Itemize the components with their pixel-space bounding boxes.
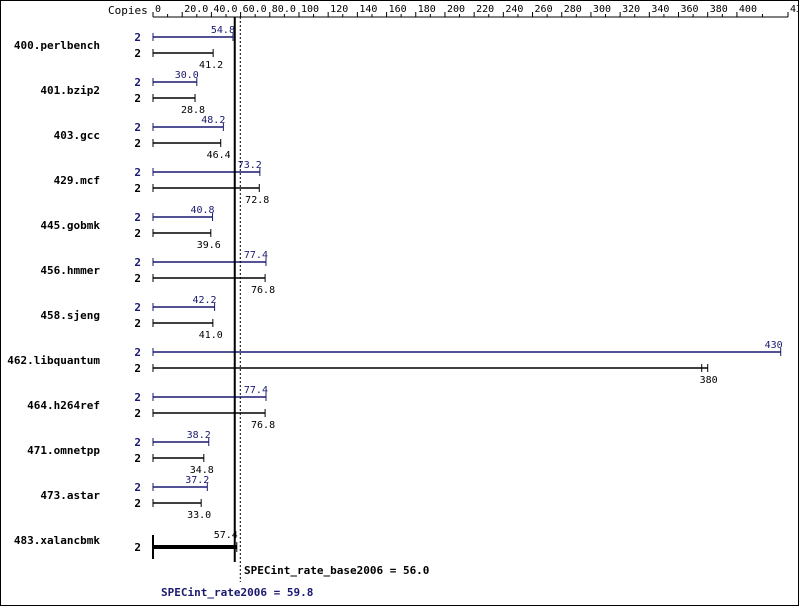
base-value-label: 41.0 bbox=[199, 330, 223, 341]
base-copies: 2 bbox=[134, 47, 141, 60]
peak-copies: 2 bbox=[134, 481, 141, 494]
peak-copies: 2 bbox=[134, 211, 141, 224]
x-tick-label: 100 bbox=[301, 4, 319, 15]
base-copies: 2 bbox=[134, 541, 141, 554]
base-value-label: 380 bbox=[700, 375, 718, 386]
base-copies: 2 bbox=[134, 497, 141, 510]
peak-copies: 2 bbox=[134, 346, 141, 359]
base-value-label: 28.8 bbox=[181, 105, 205, 116]
benchmark-label: 473.astar bbox=[40, 489, 100, 502]
x-tick-label: 180 bbox=[418, 4, 436, 15]
base-copies: 2 bbox=[134, 272, 141, 285]
base-copies: 2 bbox=[134, 452, 141, 465]
x-tick-label: 340 bbox=[651, 4, 669, 15]
base-copies: 2 bbox=[134, 227, 141, 240]
peak-copies: 2 bbox=[134, 436, 141, 449]
peak-value-label: 430 bbox=[765, 340, 783, 351]
peak-summary-label: SPECint_rate2006 = 59.8 bbox=[161, 586, 313, 599]
base-value-label: 76.8 bbox=[251, 285, 275, 296]
x-tick-label: 40.0 bbox=[213, 4, 237, 15]
peak-value-label: 48.2 bbox=[201, 115, 225, 126]
x-tick-label: 0 bbox=[155, 4, 161, 15]
peak-value-label: 77.4 bbox=[244, 385, 268, 396]
base-value-label: 57.4 bbox=[214, 530, 238, 541]
copies-axis-title: Copies bbox=[108, 4, 148, 17]
x-tick-label: 20.0 bbox=[184, 4, 208, 15]
x-tick-label: 260 bbox=[535, 4, 553, 15]
benchmark-label: 403.gcc bbox=[54, 129, 100, 142]
base-value-label: 72.8 bbox=[245, 195, 269, 206]
benchmark-label: 400.perlbench bbox=[14, 39, 100, 52]
peak-value-label: 54.8 bbox=[211, 25, 235, 36]
x-tick-label: 400 bbox=[739, 4, 757, 15]
base-copies: 2 bbox=[134, 137, 141, 150]
peak-value-label: 77.4 bbox=[244, 250, 268, 261]
peak-value-label: 42.2 bbox=[193, 295, 217, 306]
base-copies: 2 bbox=[134, 317, 141, 330]
x-tick-label: 435 bbox=[790, 4, 799, 15]
benchmark-label: 401.bzip2 bbox=[40, 84, 100, 97]
x-tick-label: 60.0 bbox=[243, 4, 267, 15]
x-tick-label: 280 bbox=[564, 4, 582, 15]
peak-value-label: 30.0 bbox=[175, 70, 199, 81]
base-value-label: 39.6 bbox=[197, 240, 221, 251]
x-tick-label: 240 bbox=[505, 4, 523, 15]
x-tick-label: 200 bbox=[447, 4, 465, 15]
x-tick-label: 80.0 bbox=[272, 4, 296, 15]
x-tick-label: 300 bbox=[593, 4, 611, 15]
benchmark-label: 464.h264ref bbox=[27, 399, 100, 412]
peak-value-label: 37.2 bbox=[185, 475, 209, 486]
x-tick-label: 320 bbox=[622, 4, 640, 15]
x-tick-label: 360 bbox=[681, 4, 699, 15]
peak-copies: 2 bbox=[134, 31, 141, 44]
benchmark-label: 429.mcf bbox=[54, 174, 100, 187]
peak-copies: 2 bbox=[134, 166, 141, 179]
base-copies: 2 bbox=[134, 182, 141, 195]
peak-copies: 2 bbox=[134, 256, 141, 269]
peak-copies: 2 bbox=[134, 76, 141, 89]
base-copies: 2 bbox=[134, 92, 141, 105]
peak-value-label: 73.2 bbox=[238, 160, 262, 171]
peak-value-label: 38.2 bbox=[187, 430, 211, 441]
peak-copies: 2 bbox=[134, 301, 141, 314]
base-value-label: 33.0 bbox=[187, 510, 211, 521]
peak-value-label: 40.8 bbox=[190, 205, 214, 216]
x-tick-label: 380 bbox=[710, 4, 728, 15]
base-value-label: 76.8 bbox=[251, 420, 275, 431]
base-copies: 2 bbox=[134, 362, 141, 375]
x-tick-label: 120 bbox=[330, 4, 348, 15]
x-tick-label: 160 bbox=[389, 4, 407, 15]
base-value-label: 34.8 bbox=[190, 465, 214, 476]
peak-copies: 2 bbox=[134, 121, 141, 134]
benchmark-label: 456.hmmer bbox=[40, 264, 100, 277]
base-value-label: 41.2 bbox=[199, 60, 223, 71]
x-tick-label: 140 bbox=[359, 4, 377, 15]
benchmark-label: 445.gobmk bbox=[40, 219, 100, 232]
base-copies: 2 bbox=[134, 407, 141, 420]
benchmark-label: 458.sjeng bbox=[40, 309, 100, 322]
base-value-label: 46.4 bbox=[207, 150, 231, 161]
benchmark-label: 471.omnetpp bbox=[27, 444, 100, 457]
peak-copies: 2 bbox=[134, 391, 141, 404]
benchmark-label: 462.libquantum bbox=[7, 354, 100, 367]
x-tick-label: 220 bbox=[476, 4, 494, 15]
base-summary-label: SPECint_rate_base2006 = 56.0 bbox=[244, 564, 429, 577]
benchmark-label: 483.xalancbmk bbox=[14, 534, 100, 547]
